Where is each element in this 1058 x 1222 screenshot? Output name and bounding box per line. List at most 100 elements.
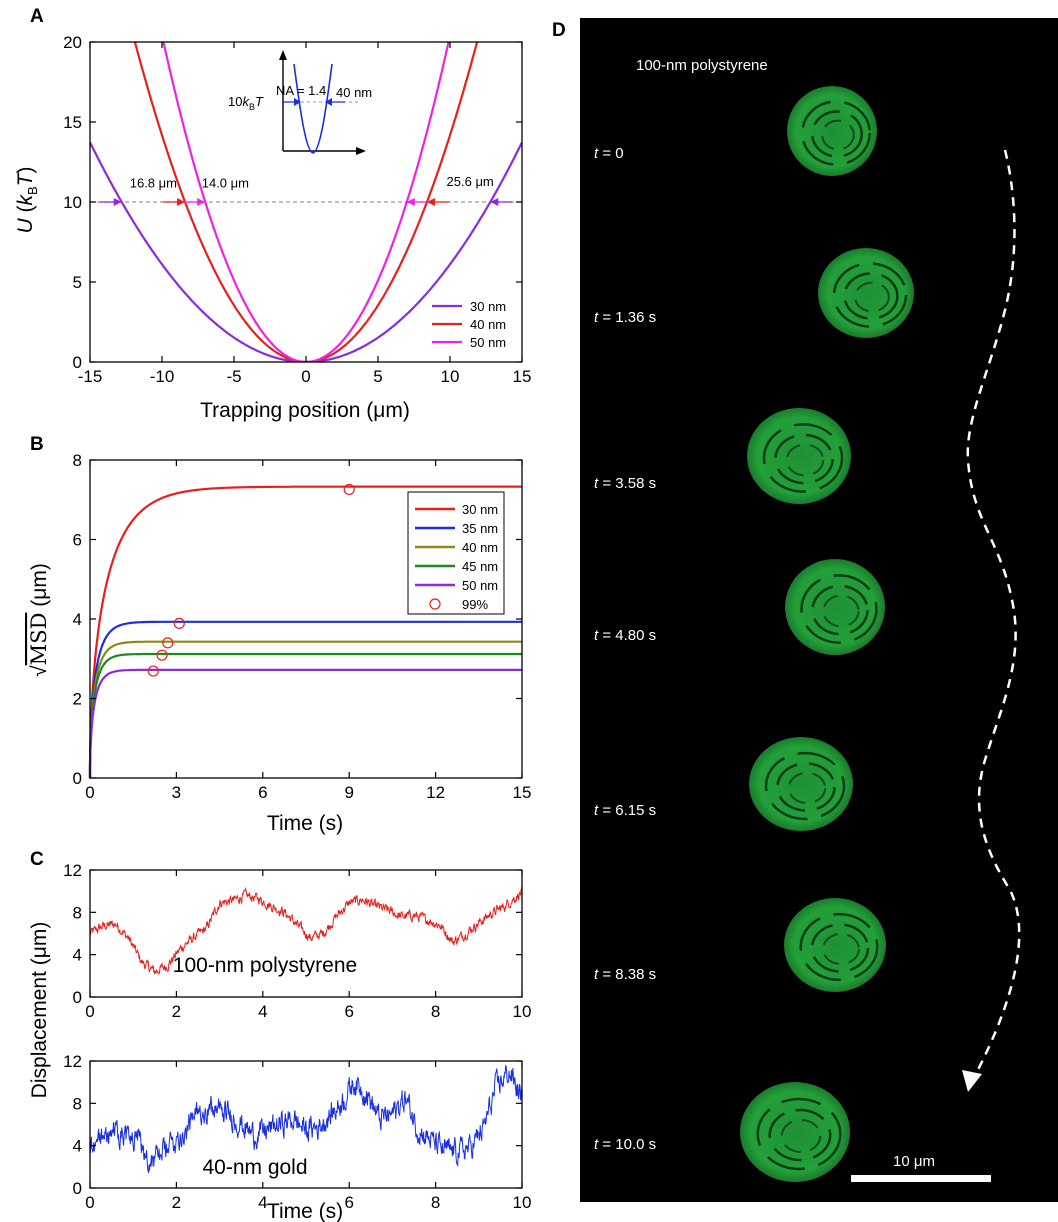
time-label: t = 8.38 s — [594, 966, 656, 983]
panel-c1-ytick-label: 12 — [63, 861, 82, 880]
panel-a-xtick-label: 10 — [441, 367, 460, 386]
inset-width-label: 40 nm — [336, 85, 372, 100]
msd-curve-50-nm — [88, 668, 522, 778]
panel-c1-ytick-label: 8 — [73, 903, 82, 922]
panel-c2-ytick-label: 12 — [63, 1052, 82, 1071]
panel-c1-axes: 0 2 4 6 8 10 0 4 8 12 — [63, 861, 531, 1021]
particle-ring — [785, 443, 825, 477]
width-annotation: 14.0 μm — [202, 176, 249, 191]
panel-a-axes: -15 -10 -5 0 5 10 15 0 5 10 15 20 — [63, 33, 531, 386]
width-arrowhead-icon — [490, 198, 499, 206]
panel-c2-ytick-label: 4 — [73, 1137, 82, 1156]
panel-a-ytick-label: 15 — [63, 113, 82, 132]
legend-label: 30 nm — [470, 299, 506, 314]
particle-ring — [799, 912, 879, 982]
panel-c-ylabel: Displacement (μm) — [28, 922, 51, 1099]
panel-b-ytick-label: 8 — [73, 451, 82, 470]
panel-c2-xtick-label: 2 — [172, 1193, 181, 1212]
panel-b-xtick-label: 6 — [258, 783, 267, 802]
panel-b-ytick-label: 2 — [73, 690, 82, 709]
particle-frame-3 — [747, 408, 851, 504]
panel-c1-frame — [89, 869, 523, 998]
panel-b-markers — [147, 483, 355, 677]
panel-b-curves — [88, 485, 522, 778]
msd-curve-30-nm — [88, 485, 522, 778]
panel-b-xtick-label: 3 — [172, 783, 181, 802]
panel-c1-ytick-label: 4 — [73, 946, 82, 965]
width-arrowhead-icon — [197, 198, 206, 206]
panel-c1-label: 100-nm polystyrene — [173, 954, 357, 977]
panel-b-ytick-label: 4 — [73, 610, 82, 629]
particle-ring — [801, 100, 871, 166]
panel-c2-label: 40-nm gold — [202, 1156, 307, 1179]
panel-a-ytick-label: 5 — [73, 273, 82, 292]
legend-label: 50 nm — [470, 335, 506, 350]
panel-a-ytick-label: 20 — [63, 33, 82, 52]
particle-frame-4 — [785, 559, 885, 655]
particle-ring — [822, 594, 860, 628]
panel-c2-xtick-label: 6 — [344, 1193, 353, 1212]
panel-c2-axes: 0 2 4 6 8 10 0 4 8 12 — [63, 1052, 531, 1212]
panel-a-curves — [90, 42, 522, 362]
panel-b-axes: 0 3 6 9 12 15 0 2 4 6 8 — [73, 451, 532, 802]
panel-c: C 0 2 4 6 8 10 0 4 8 12 0 2 4 6 8 10 0 4 8 12 100-nm polys… — [28, 849, 531, 1222]
panel-c1-xtick-label: 4 — [258, 1002, 267, 1021]
width-arrowhead-icon — [406, 198, 415, 206]
time-label: t = 0 — [594, 145, 624, 162]
msd-curve-45-nm — [88, 652, 522, 778]
panel-c2-xtick-label: 8 — [431, 1193, 440, 1212]
displacement-trace — [89, 886, 523, 975]
micrograph-time-labels: t = 0 t = 1.36 s t = 3.58 s t = 4.80 s t = 6… — [594, 145, 656, 1153]
micrograph-particles — [740, 86, 914, 1182]
panel-c2-xtick-label: 0 — [85, 1193, 94, 1212]
time-label: t = 10.0 s — [594, 1136, 656, 1153]
panel-b-xtick-label: 15 — [513, 783, 532, 802]
time-label: t = 4.80 s — [594, 627, 656, 644]
inset-y-arrow-icon — [279, 50, 287, 60]
marker-99-percent — [162, 637, 174, 649]
inset-arrowhead-right-icon — [325, 98, 332, 106]
width-arrowhead-icon — [113, 198, 122, 206]
panel-c1-xtick-label: 0 — [85, 1002, 94, 1021]
inset-potential-curve — [293, 63, 333, 154]
particle-frame-6 — [784, 898, 886, 992]
panel-b-xtick-label: 9 — [344, 783, 353, 802]
panel-c2-ytick-label: 0 — [73, 1179, 82, 1198]
panel-a-xlabel: Trapping position (μm) — [200, 399, 410, 422]
panel-c1-xtick-label: 2 — [172, 1002, 181, 1021]
curve-30-nm — [90, 141, 522, 362]
particle-ring — [787, 771, 827, 805]
micrograph-title: 100-nm polystyrene — [636, 57, 768, 74]
particle-ring — [768, 1108, 832, 1162]
particle-ring — [843, 272, 899, 320]
panel-c2-frame — [89, 1060, 523, 1189]
legend-box — [407, 491, 505, 615]
msd-curve-35-nm — [88, 620, 522, 778]
legend-marker — [429, 598, 441, 610]
panel-b-ylabel: √MSD (μm) — [27, 563, 51, 677]
panel-c1-ytick-label: 0 — [73, 988, 82, 1007]
panel-a-xtick-label: -10 — [150, 367, 175, 386]
particle-ring — [821, 119, 855, 151]
particle-ring — [762, 423, 844, 493]
particle-ring — [811, 584, 869, 636]
panel-c-xlabel: Time (s) — [267, 1200, 343, 1222]
panel-a-ytick-label: 10 — [63, 193, 82, 212]
panel-c1-xtick-label: 10 — [513, 1002, 532, 1021]
panel-c2-ytick-label: 8 — [73, 1094, 82, 1113]
panel-c2-xtick-label: 4 — [258, 1193, 267, 1212]
time-label: t = 3.58 s — [594, 475, 656, 492]
particle-ring — [800, 574, 878, 644]
width-annotation: 16.8 μm — [130, 176, 177, 191]
particle-ring — [764, 751, 846, 821]
inset-level-label: 10kBT — [228, 94, 264, 112]
panel-d: D 100-nm polystyrene t = 0t = 1.36 st = … — [552, 18, 1058, 1202]
panel-c1-xtick-label: 6 — [344, 1002, 353, 1021]
particle-ring — [780, 1119, 822, 1153]
particle-ring — [776, 762, 836, 812]
particle-ring — [810, 923, 870, 973]
panel-a-xtick-label: -15 — [78, 367, 103, 386]
particle-frame-7 — [740, 1082, 850, 1182]
particle-blob — [818, 248, 914, 338]
marker-99-percent — [173, 617, 185, 629]
